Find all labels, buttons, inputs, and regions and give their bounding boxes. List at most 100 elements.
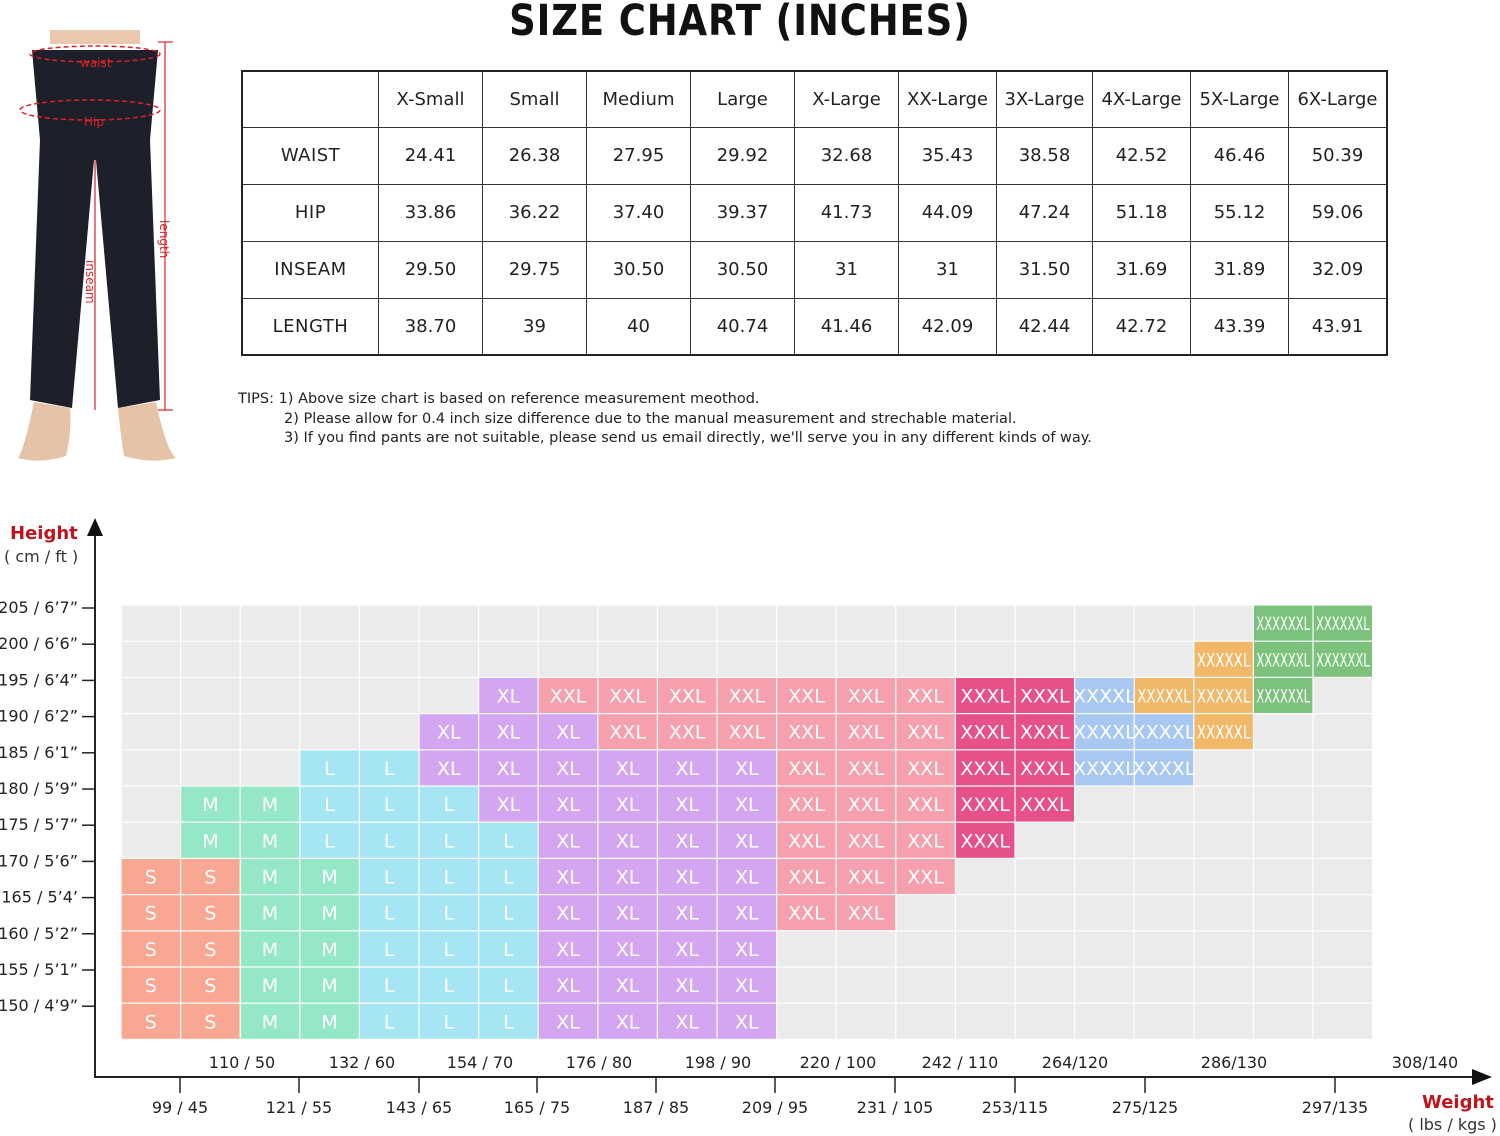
heatmap-cell <box>121 678 180 713</box>
heatmap-cell <box>956 605 1015 641</box>
heatmap-cell <box>658 967 717 1003</box>
heatmap-cell <box>419 678 478 713</box>
table-cell: 32.09 <box>1288 240 1388 299</box>
heatmap-cell <box>1313 895 1372 931</box>
heatmap-cell <box>121 641 180 677</box>
cell-size-label: M <box>262 903 278 925</box>
table-cell: 24.41 <box>378 126 483 185</box>
cell-size-label: L <box>444 975 455 997</box>
heatmap-cell <box>360 1003 419 1039</box>
heatmap-cell <box>1313 641 1372 677</box>
heatmap-cell <box>1134 895 1194 931</box>
cell-size-label: XXL <box>728 686 765 708</box>
heatmap-cell <box>121 967 180 1003</box>
heatmap-cell <box>538 678 598 713</box>
table-cell: 29.50 <box>378 240 483 299</box>
cell-size-label: L <box>324 794 335 816</box>
cell-size-label: M <box>321 975 337 997</box>
heatmap-cell <box>1254 678 1313 713</box>
pants-illustration: waist Hip length inseam <box>18 30 176 461</box>
cell-size-label: S <box>204 975 216 997</box>
heatmap-cell <box>419 967 478 1003</box>
table-cell: 43.91 <box>1288 297 1388 356</box>
y-axis-arrow-icon <box>87 518 103 536</box>
heatmap-cell <box>896 641 955 677</box>
cell-size-label: XL <box>675 867 699 889</box>
tips: TIPS: 1) Above size chart is based on re… <box>238 390 1092 449</box>
heatmap-cell <box>1254 786 1313 822</box>
header-cell: Large <box>690 70 795 128</box>
heatmap-cell <box>598 859 657 894</box>
cell-size-label: XL <box>497 722 521 744</box>
heatmap-cell <box>300 714 359 750</box>
heatmap-cell <box>1254 859 1313 894</box>
heatmap-cell <box>300 1003 359 1039</box>
cell-size-label: XXXXL <box>1133 722 1196 744</box>
cell-size-label: L <box>444 794 455 816</box>
heatmap-cell <box>1254 605 1313 641</box>
header-cell: X-Small <box>378 70 483 128</box>
table-cell: 42.44 <box>996 297 1093 356</box>
cell-size-label: S <box>204 939 216 961</box>
y-tick-label: 150 / 4’9” <box>0 996 78 1015</box>
y-tick-label: 190 / 6’2” <box>0 707 78 726</box>
cell-size-label: L <box>384 1011 395 1033</box>
heatmap-cell <box>1313 931 1372 967</box>
cell-size-label: L <box>444 867 455 889</box>
heatmap-cell <box>598 786 657 822</box>
left-foot <box>18 402 71 461</box>
chart-labels: Height ( cm / ft ) Weight ( lbs / kgs ) … <box>0 523 1497 1134</box>
heatmap-cell <box>717 750 776 786</box>
cell-size-label: XL <box>616 975 640 997</box>
cell-size-label: XXL <box>788 794 825 816</box>
heatmap-cell <box>1194 822 1253 858</box>
heatmap-cell <box>777 1003 836 1039</box>
heatmap-cell <box>598 967 657 1003</box>
cell-size-label: XL <box>497 794 521 816</box>
heatmap-cell <box>1194 859 1253 894</box>
heatmap-cell <box>836 931 896 967</box>
x-axis-title: Weight <box>1422 1092 1494 1113</box>
cell-size-label: XXL <box>550 686 587 708</box>
cell-size-label: XL <box>556 1011 580 1033</box>
heatmap-cell <box>1313 822 1372 858</box>
cell-size-label: XL <box>675 794 699 816</box>
x-tick-label-top: 242 / 110 <box>922 1053 999 1072</box>
table-cell: 44.09 <box>898 183 997 242</box>
heatmap-cell <box>1075 714 1134 750</box>
heatmap-cell <box>717 895 776 931</box>
table-row-inseam: INSEAM 29.50 29.75 30.50 30.50 31 31 31.… <box>241 240 1388 299</box>
heatmap-cell <box>717 931 776 967</box>
table-cell: 35.43 <box>898 126 997 185</box>
cell-size-label: M <box>202 794 218 816</box>
cell-size-label: XL <box>616 758 640 780</box>
cell-size-label: XXXXXXL <box>1316 613 1370 635</box>
heatmap-cell <box>777 678 836 713</box>
heatmap-cell <box>1015 678 1074 713</box>
cell-size-label: XL <box>735 939 759 961</box>
heatmap-cell <box>896 822 955 858</box>
heatmap-cell <box>1075 678 1134 713</box>
cell-size-label: XXXL <box>1020 758 1070 780</box>
cell-size-label: S <box>204 867 216 889</box>
cell-size-label: L <box>503 1011 514 1033</box>
heatmap-cell <box>658 1003 717 1039</box>
heatmap-cell <box>836 786 896 822</box>
cell-size-label: XL <box>735 794 759 816</box>
cell-size-label: XXXL <box>960 722 1010 744</box>
cell-size-label: XXL <box>669 686 706 708</box>
heatmap-cell <box>717 786 776 822</box>
heatmap-cell <box>896 605 955 641</box>
cell-size-label: L <box>444 830 455 852</box>
cell-size-label: XXL <box>848 758 885 780</box>
cell-size-label: S <box>145 867 157 889</box>
chart-axes <box>87 518 1492 1085</box>
cell-size-label: L <box>324 830 335 852</box>
hip-line <box>19 99 161 121</box>
cell-size-label: XL <box>735 975 759 997</box>
table-cell: 40.74 <box>690 297 795 356</box>
heatmap-cell <box>181 859 240 894</box>
x-axis-unit: ( lbs / kgs ) <box>1408 1115 1497 1134</box>
table-cell: 39 <box>482 297 587 356</box>
table-cell: 39.37 <box>690 183 795 242</box>
